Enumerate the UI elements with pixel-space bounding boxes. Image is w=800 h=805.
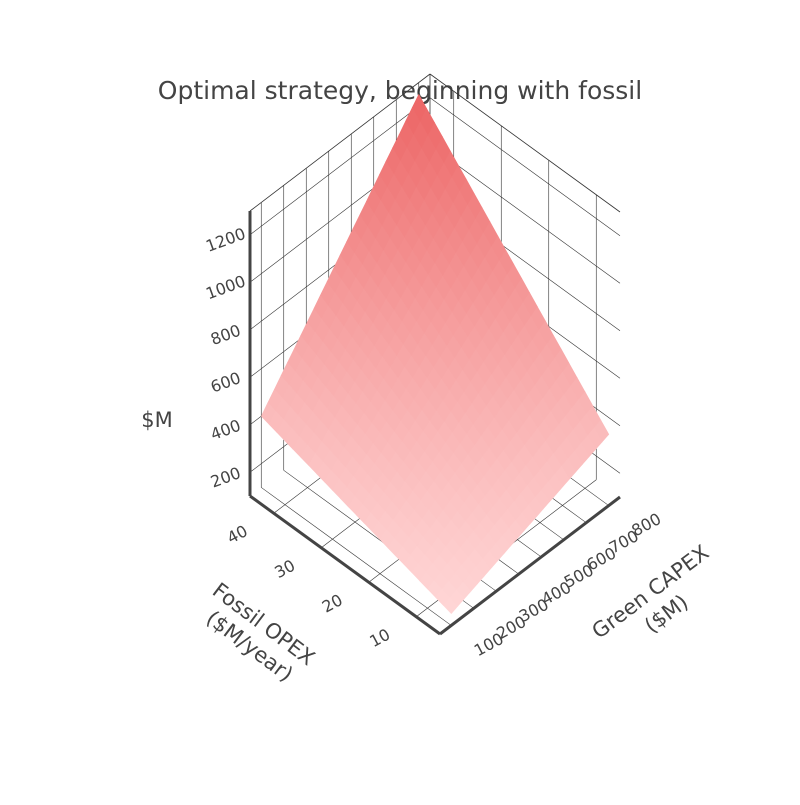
grid-top-edge-y [429,73,621,213]
x-axis-line [439,495,621,636]
y-tick-label: 40 [224,521,251,547]
y-axis-line [249,494,441,636]
grid-line-floor-x [261,487,452,626]
surface-plot [260,93,610,615]
grid-line-z-y-wall [429,97,621,236]
z-tick-label: 200 [208,463,243,491]
y-tick-label: 20 [319,590,346,616]
grid-top-edge-x [249,73,431,212]
z-axis-title: $M [141,408,172,432]
z-tick-label: 400 [208,416,243,444]
z-tick-label: 800 [208,321,243,349]
y-tick-label: 30 [271,556,298,582]
grid-line-z-x-wall [249,97,431,235]
x-tick-label: 800 [628,509,664,540]
z-tick-label: 600 [208,368,243,396]
z-tick-label: 1200 [203,224,248,256]
grid-line-z-y-wall [429,145,621,284]
chart-title: Optimal strategy, beginning with fossil [158,76,642,105]
y-tick-label: 10 [366,625,393,651]
surface-patch [442,597,459,615]
z-tick-label: 1000 [203,271,248,303]
axis-lines [248,211,621,636]
